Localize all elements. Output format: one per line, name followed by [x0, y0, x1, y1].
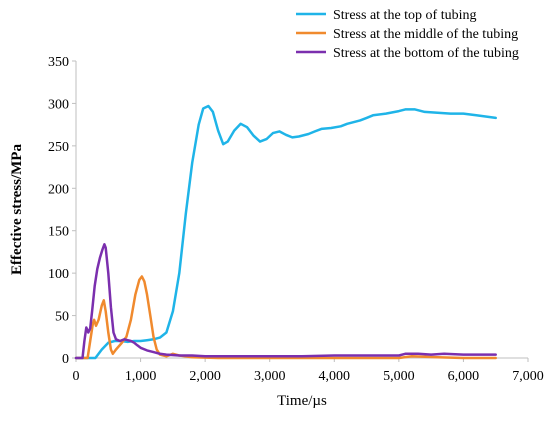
y-tick-label: 200: [48, 182, 69, 197]
x-tick-label: 4,000: [319, 369, 351, 384]
legend-label-2: Stress at the middle of the tubing: [333, 27, 518, 42]
y-tick-label: 150: [48, 225, 69, 240]
legend-label-1: Stress at the top of tubing: [333, 8, 477, 23]
x-tick-label: 2,000: [189, 369, 221, 384]
x-tick-label: 6,000: [448, 369, 480, 384]
x-tick-label: 7,000: [512, 369, 544, 384]
y-tick-label: 50: [55, 310, 69, 325]
y-tick-label: 350: [48, 55, 69, 70]
legend: Stress at the top of tubing Stress at the…: [296, 8, 519, 61]
series-line-1: [74, 104, 497, 360]
x-axis-title: Time/µs: [277, 393, 327, 409]
x-tick-label: 0: [73, 369, 80, 384]
y-tick-label: 250: [48, 140, 69, 155]
y-tick-label: 0: [62, 352, 69, 367]
x-tick-label: 3,000: [254, 369, 286, 384]
y-axis-title: Effective stress/MPa: [9, 144, 25, 275]
y-tick-label: 300: [48, 97, 69, 112]
series-line-3: [74, 243, 497, 360]
axes-group: 0 50 100 150 200 250 300 350 0 1,000 2,000 3,000 4,0…: [9, 55, 544, 409]
series-layer: [74, 104, 497, 360]
series-line-2: [74, 275, 497, 360]
y-tick-label: 100: [48, 267, 69, 282]
x-tick-label: 5,000: [383, 369, 415, 384]
legend-label-3: Stress at the bottom of the tubing: [333, 46, 519, 61]
x-tick-label: 1,000: [125, 369, 157, 384]
